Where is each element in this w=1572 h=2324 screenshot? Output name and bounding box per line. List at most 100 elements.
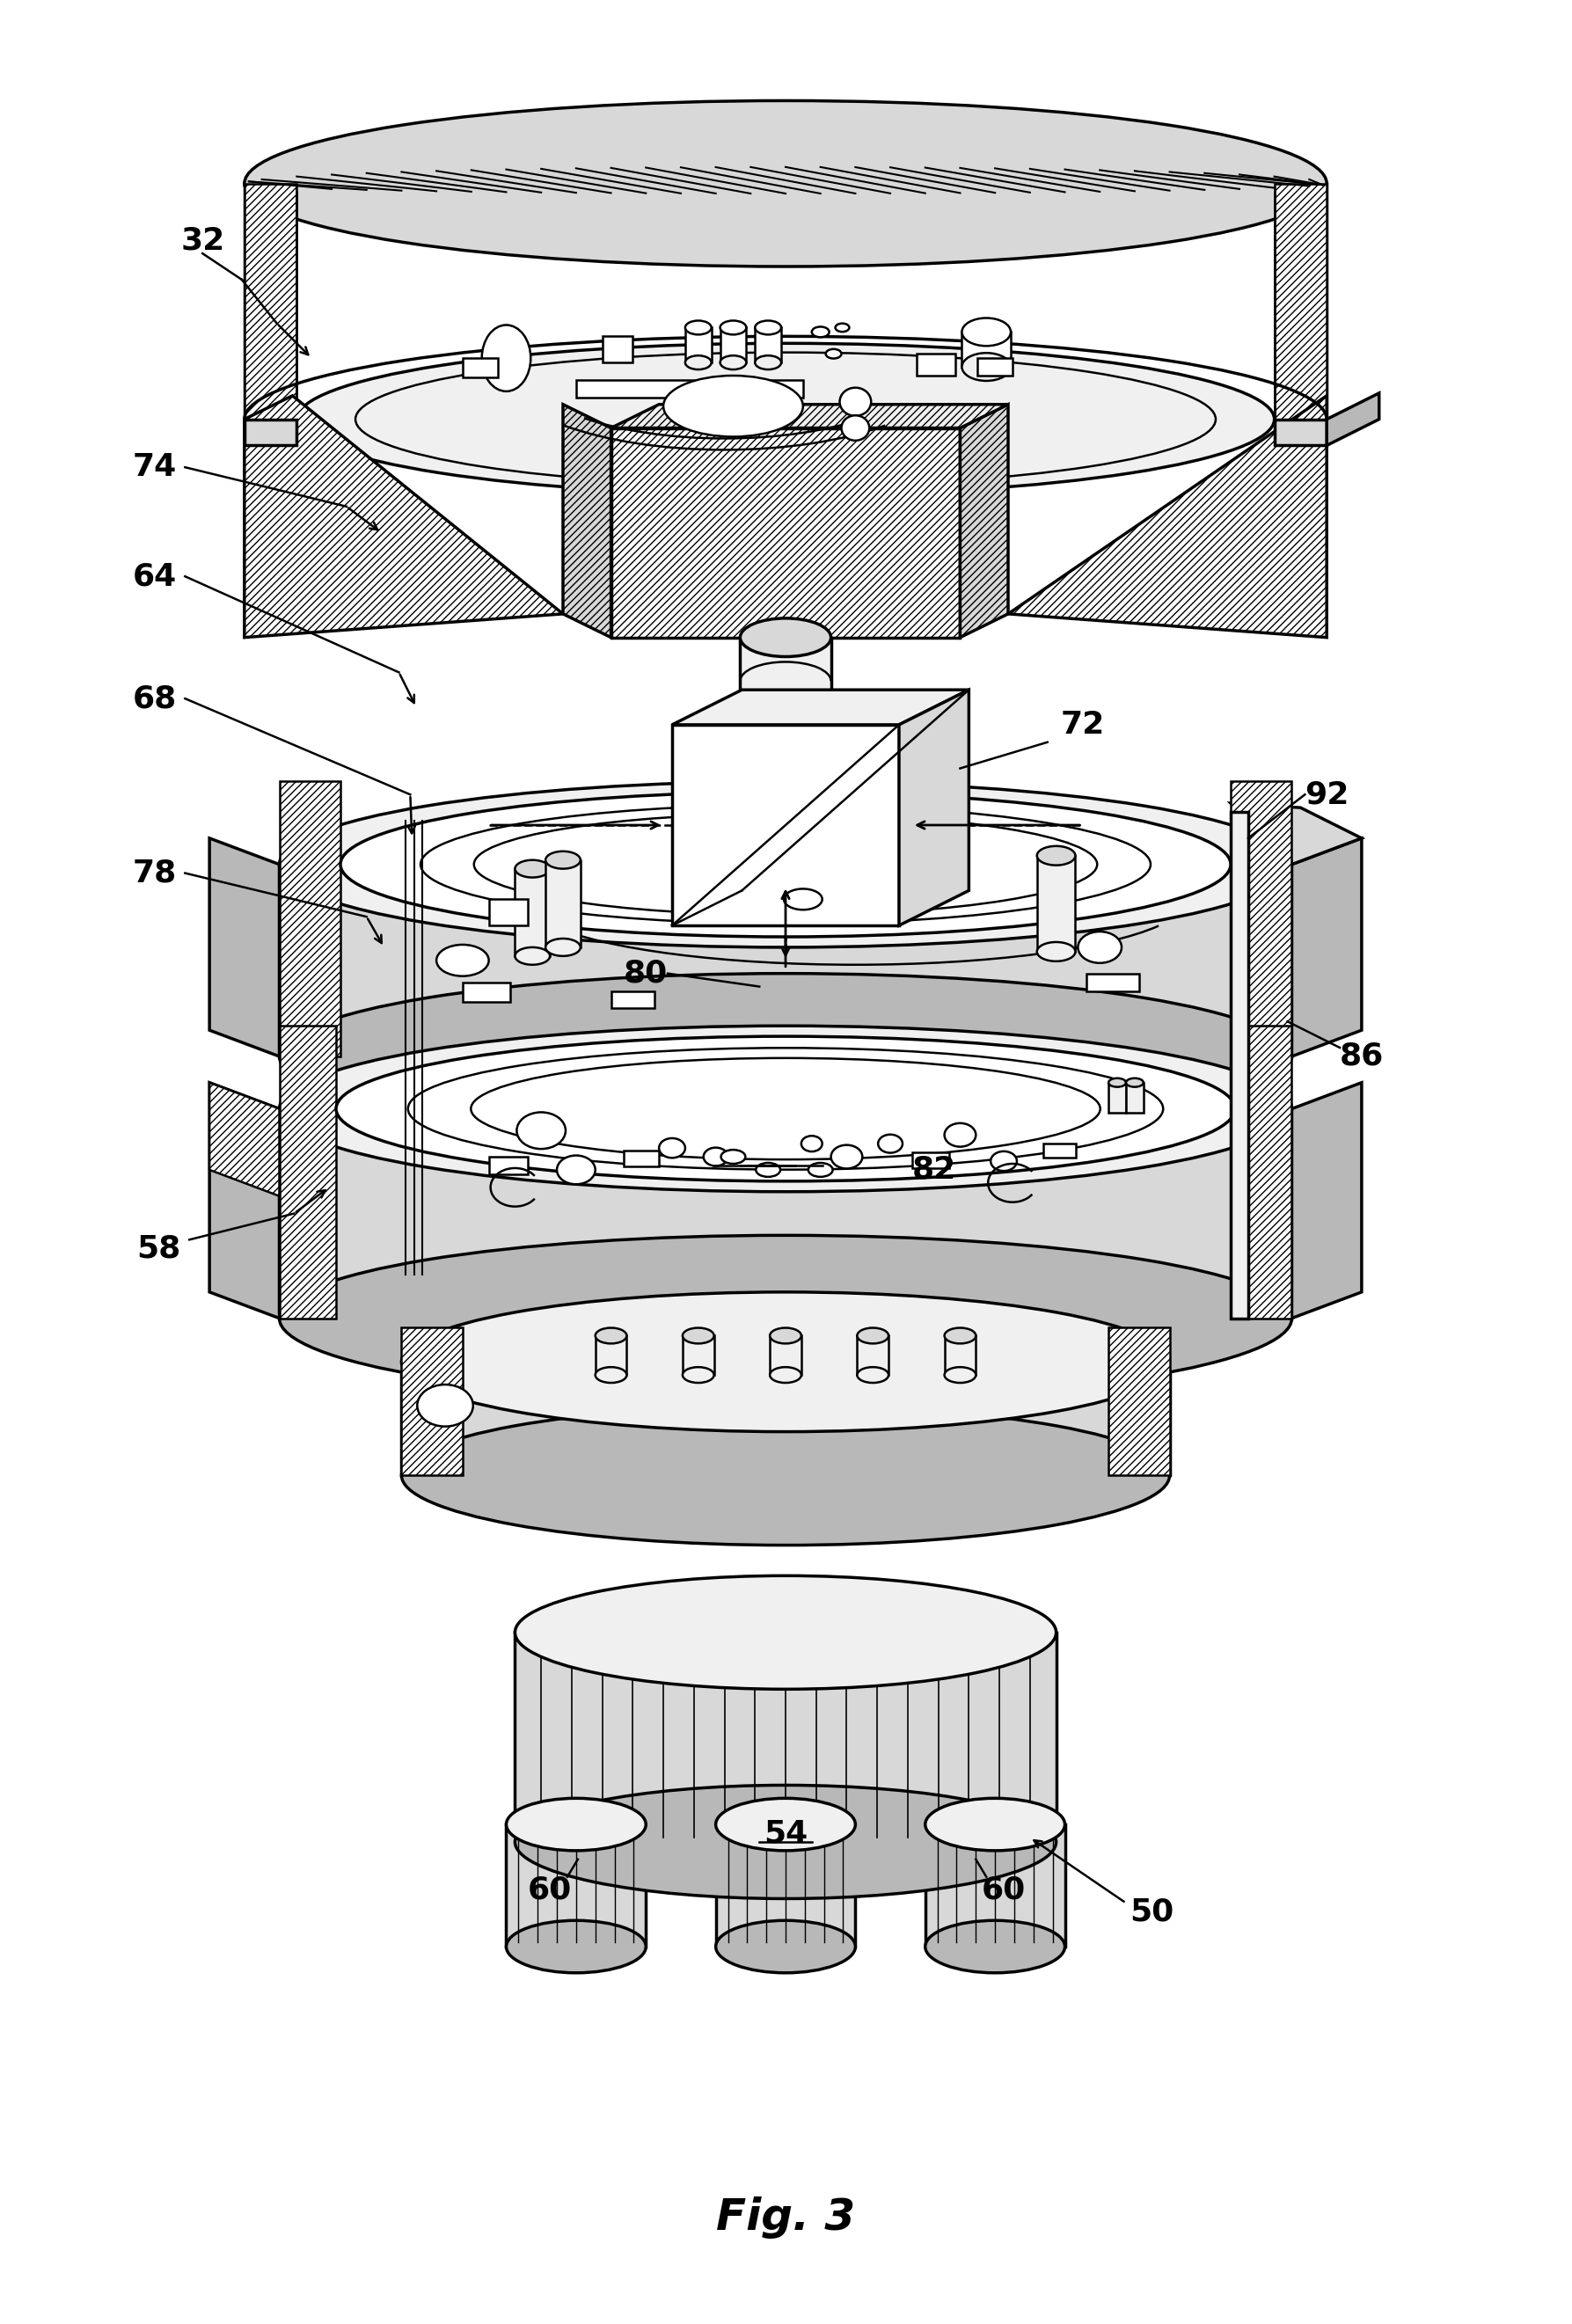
Ellipse shape <box>685 321 712 335</box>
Ellipse shape <box>1126 1078 1143 1088</box>
Ellipse shape <box>341 792 1231 937</box>
Text: 60: 60 <box>528 1875 572 1906</box>
Polygon shape <box>280 1025 336 1318</box>
Ellipse shape <box>280 781 1292 948</box>
Ellipse shape <box>516 860 550 878</box>
Ellipse shape <box>280 1025 1292 1192</box>
Ellipse shape <box>715 1920 855 1973</box>
Text: 74: 74 <box>132 453 176 481</box>
Ellipse shape <box>1108 1078 1126 1088</box>
Text: 78: 78 <box>132 858 176 888</box>
Ellipse shape <box>715 1799 855 1850</box>
Polygon shape <box>244 418 297 446</box>
Polygon shape <box>960 404 1008 637</box>
Ellipse shape <box>1038 846 1075 865</box>
Polygon shape <box>489 1157 528 1174</box>
Text: 64: 64 <box>132 562 176 590</box>
Ellipse shape <box>556 1155 596 1185</box>
Ellipse shape <box>755 321 781 335</box>
Polygon shape <box>1044 1143 1077 1157</box>
Polygon shape <box>401 1327 462 1476</box>
Polygon shape <box>1327 393 1379 446</box>
Polygon shape <box>209 1083 280 1318</box>
Polygon shape <box>612 404 1008 428</box>
Polygon shape <box>624 1150 659 1167</box>
Ellipse shape <box>517 1113 566 1148</box>
Polygon shape <box>945 1336 976 1376</box>
Polygon shape <box>1231 811 1248 1318</box>
Polygon shape <box>1126 1083 1143 1113</box>
Text: 82: 82 <box>912 1155 956 1185</box>
Polygon shape <box>545 860 580 948</box>
Text: 50: 50 <box>1130 1896 1174 1927</box>
Ellipse shape <box>720 321 747 335</box>
Polygon shape <box>516 1631 1056 1843</box>
Ellipse shape <box>280 974 1292 1139</box>
Ellipse shape <box>663 376 803 437</box>
Ellipse shape <box>659 1139 685 1157</box>
Ellipse shape <box>682 1327 714 1343</box>
Polygon shape <box>857 1336 888 1376</box>
Polygon shape <box>401 1362 1170 1476</box>
Text: 54: 54 <box>764 1817 808 1848</box>
Ellipse shape <box>990 1150 1017 1171</box>
Ellipse shape <box>401 1292 1170 1432</box>
Polygon shape <box>682 1336 714 1376</box>
Polygon shape <box>1086 974 1140 990</box>
Polygon shape <box>344 1057 388 1109</box>
Polygon shape <box>209 1083 280 1197</box>
Polygon shape <box>516 869 550 955</box>
Polygon shape <box>740 637 832 769</box>
Polygon shape <box>770 1336 802 1376</box>
Polygon shape <box>462 983 511 1002</box>
Ellipse shape <box>770 1327 802 1343</box>
Ellipse shape <box>926 1920 1064 1973</box>
Ellipse shape <box>841 416 869 442</box>
Ellipse shape <box>437 944 489 976</box>
Ellipse shape <box>722 1150 745 1164</box>
Polygon shape <box>602 337 634 363</box>
Ellipse shape <box>945 1122 976 1146</box>
Ellipse shape <box>516 1785 1056 1899</box>
Ellipse shape <box>1078 932 1121 962</box>
Ellipse shape <box>825 349 841 358</box>
Polygon shape <box>612 428 960 637</box>
Polygon shape <box>596 1336 627 1376</box>
Text: Fig. 3: Fig. 3 <box>715 2196 855 2238</box>
Polygon shape <box>244 395 563 637</box>
Ellipse shape <box>355 353 1215 486</box>
Ellipse shape <box>545 851 580 869</box>
Ellipse shape <box>545 939 580 955</box>
Ellipse shape <box>784 888 822 909</box>
Polygon shape <box>244 184 297 418</box>
Ellipse shape <box>835 323 849 332</box>
Ellipse shape <box>770 1367 802 1383</box>
Ellipse shape <box>297 344 1275 495</box>
Polygon shape <box>1275 418 1327 446</box>
Polygon shape <box>755 328 781 363</box>
Ellipse shape <box>857 1327 888 1343</box>
Ellipse shape <box>516 1576 1056 1690</box>
Text: 60: 60 <box>981 1875 1027 1906</box>
Polygon shape <box>1231 781 1292 1057</box>
Ellipse shape <box>839 388 871 416</box>
Ellipse shape <box>685 356 712 370</box>
Ellipse shape <box>280 1236 1292 1401</box>
Text: 58: 58 <box>137 1234 181 1264</box>
Polygon shape <box>489 899 528 925</box>
Ellipse shape <box>811 328 828 337</box>
Ellipse shape <box>926 1799 1064 1850</box>
Polygon shape <box>899 690 968 925</box>
Ellipse shape <box>417 1385 473 1427</box>
Polygon shape <box>912 1153 949 1169</box>
Polygon shape <box>506 1824 646 1948</box>
Ellipse shape <box>802 1136 822 1150</box>
Polygon shape <box>1008 395 1327 637</box>
Polygon shape <box>1108 1083 1126 1113</box>
Polygon shape <box>280 781 341 1057</box>
Polygon shape <box>280 1109 1292 1318</box>
Polygon shape <box>1236 1025 1292 1318</box>
Polygon shape <box>1108 1327 1170 1476</box>
Polygon shape <box>1275 184 1327 418</box>
Ellipse shape <box>720 356 747 370</box>
